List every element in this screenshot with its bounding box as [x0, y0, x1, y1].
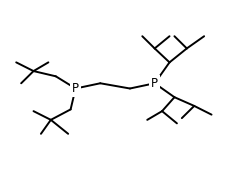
Text: P: P [72, 82, 79, 95]
Text: P: P [151, 77, 158, 90]
